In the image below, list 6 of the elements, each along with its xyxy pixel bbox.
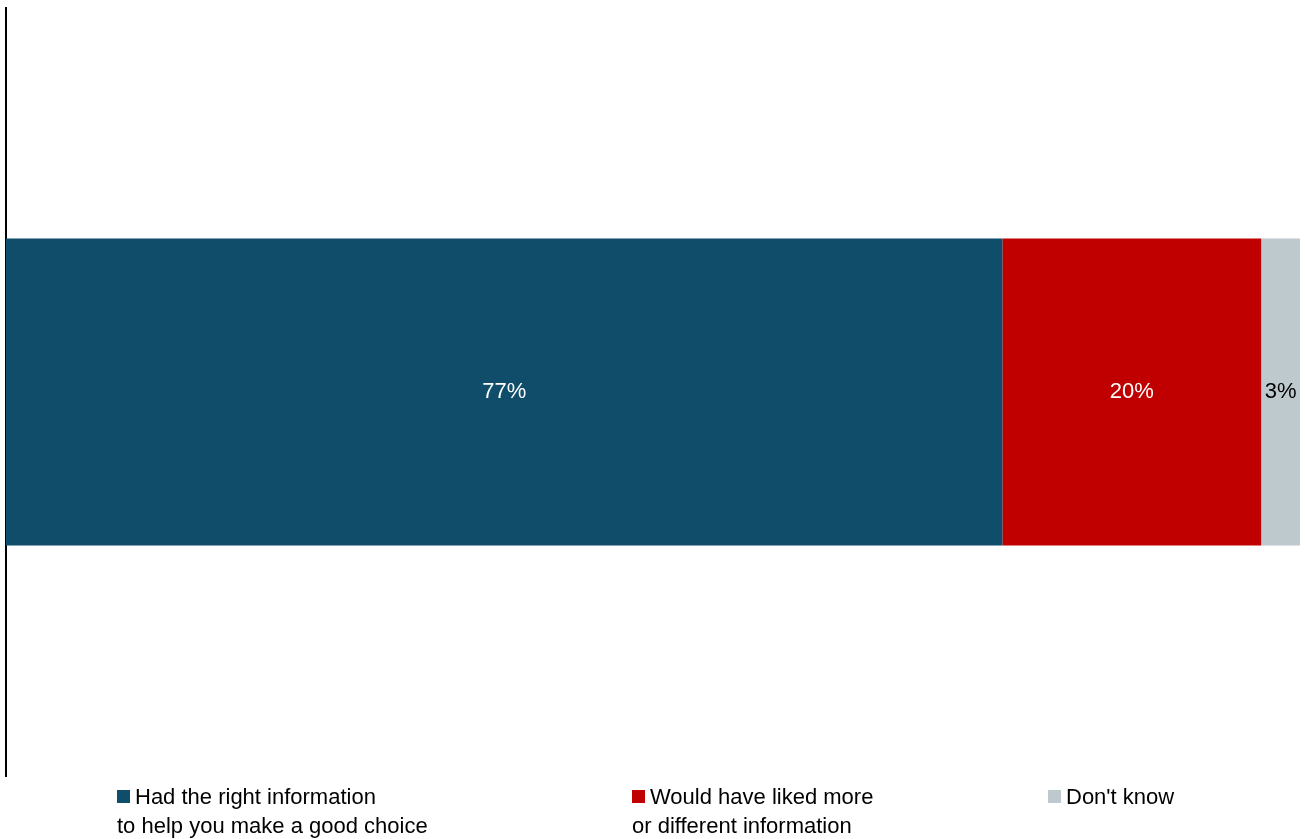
data-label: 3% <box>1264 378 1297 404</box>
data-label: 77% <box>482 378 527 404</box>
legend-label: Would have liked more or different information <box>632 783 874 839</box>
legend-label: Don't know <box>1065 783 1175 811</box>
data-label: 20% <box>1109 378 1154 404</box>
legend-label: Had the right information to help you make a good choice <box>117 783 428 839</box>
